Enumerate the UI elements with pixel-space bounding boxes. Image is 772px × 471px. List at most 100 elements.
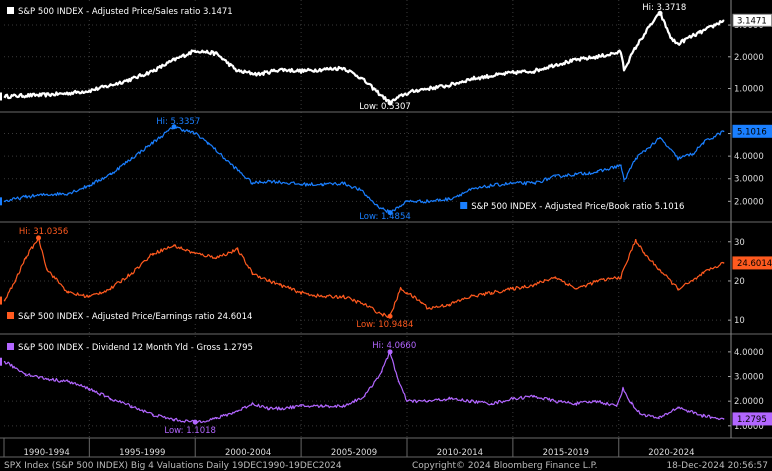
pe-y-tick-label: 10 — [734, 316, 745, 326]
ps-data-point — [649, 24, 652, 26]
pe-data-point — [658, 268, 660, 271]
pb-data-point — [251, 182, 254, 184]
pb-legend-box — [456, 198, 723, 213]
dy-data-point — [268, 407, 271, 410]
pe-hi-marker — [36, 235, 42, 241]
ps-data-point — [711, 25, 713, 28]
footer: SPX Index (S&P 500 INDEX) Big 4 Valuatio… — [0, 458, 772, 471]
pb-data-point — [130, 157, 133, 160]
pe-data-point — [46, 268, 48, 271]
dy-legend-box — [3, 339, 290, 354]
dy-data-point — [630, 402, 633, 405]
footer-background — [0, 458, 772, 471]
dy-data-point — [533, 395, 535, 398]
pb-data-point — [321, 183, 324, 186]
ps-data-point — [25, 94, 27, 97]
pb-data-point — [406, 200, 408, 203]
dy-legend-swatch — [7, 343, 14, 350]
pb-low-marker — [387, 210, 393, 216]
footer-left: SPX Index (S&P 500 INDEX) Big 4 Valuatio… — [4, 461, 342, 471]
ps-low-label: Low: 0.5307 — [359, 102, 411, 112]
pe-data-point — [67, 291, 69, 294]
pe-low-label: Low: 10.9484 — [356, 320, 413, 330]
pb-data-point — [659, 137, 661, 139]
x-tick-label: 2005-2009 — [331, 448, 377, 458]
pe-legend-swatch — [7, 312, 14, 319]
pb-data-point — [109, 173, 112, 175]
footer-right: 18-Dec-2024 20:56:57 — [666, 461, 768, 471]
pb-data-point — [46, 193, 48, 196]
dy-data-point — [46, 378, 48, 380]
dy-data-point — [236, 410, 239, 412]
ps-series-line — [3, 13, 725, 106]
dy-data-point — [215, 417, 218, 420]
ps-data-point — [634, 46, 637, 49]
dy-data-point — [554, 400, 556, 403]
pe-data-point — [194, 252, 196, 255]
pb-data-point — [722, 130, 725, 133]
pe-data-point — [554, 276, 556, 278]
pe-data-point — [575, 288, 578, 290]
dy-data-point — [490, 402, 493, 405]
dy-y-tick-label: 1.0000 — [734, 422, 764, 432]
ps-data-point — [109, 84, 112, 87]
ps-data-point — [88, 90, 91, 92]
ps-data-point — [130, 78, 133, 80]
dy-data-point — [88, 388, 91, 390]
pe-data-point — [3, 299, 6, 302]
pb-data-point — [268, 180, 271, 182]
ps-data-point — [722, 19, 725, 22]
ps-data-point — [321, 68, 324, 71]
pe-data-point — [448, 303, 451, 306]
pe-series-line — [4, 235, 724, 318]
ps-data-point — [359, 76, 362, 79]
dy-data-point — [575, 402, 578, 405]
ps-data-point — [342, 67, 345, 69]
pe-low-marker — [387, 313, 393, 319]
dy-data-point — [152, 413, 154, 416]
dy-data-point — [406, 400, 408, 403]
pe-data-point — [14, 280, 16, 282]
pe-data-point — [512, 288, 514, 290]
ps-data-point — [677, 43, 679, 45]
pb-y-tick-label: 3.0000 — [734, 175, 764, 185]
dy-data-point — [622, 388, 624, 390]
ps-data-point — [300, 70, 302, 72]
pe-data-point — [722, 262, 725, 264]
pe-data-point — [677, 288, 679, 290]
pb-data-point — [88, 184, 91, 187]
dy-data-point — [658, 417, 660, 420]
pe-data-point — [321, 295, 324, 298]
pb-data-point — [490, 184, 493, 187]
x-tick-label: 2000-2004 — [225, 448, 271, 458]
pe-data-point — [88, 295, 91, 298]
pe-data-point — [173, 244, 175, 247]
dy-data-point — [321, 405, 324, 407]
dy-data-point — [512, 397, 514, 400]
pb-data-point — [152, 141, 154, 144]
pe-data-point — [363, 303, 366, 306]
ps-legend-box — [3, 3, 275, 18]
ps-data-point — [374, 89, 377, 91]
pe-data-point — [300, 291, 302, 294]
pb-data-point — [575, 173, 578, 175]
ps-data-point — [490, 75, 493, 77]
ps-data-point — [402, 94, 404, 96]
pb-low-label: Low: 1.4854 — [359, 212, 411, 222]
pb-data-point — [692, 153, 694, 155]
dy-low-marker — [192, 419, 198, 425]
pb-legend-label: S&P 500 INDEX - Adjusted Price/Book rati… — [471, 202, 684, 212]
pb-legend-swatch — [460, 202, 468, 209]
ps-data-point — [416, 89, 419, 91]
ps-data-point — [554, 63, 556, 66]
pb-data-point — [226, 159, 228, 162]
dy-series-line — [4, 352, 724, 424]
pe-data-point — [406, 291, 408, 294]
footer-center: Copyright© 2024 Bloomberg Finance L.P. — [412, 461, 597, 471]
dy-data-point — [363, 395, 366, 398]
dy-data-point — [109, 397, 112, 400]
pb-data-point — [702, 141, 705, 144]
pb-data-point — [596, 171, 599, 173]
dy-data-point — [448, 397, 451, 400]
pe-data-point — [251, 272, 254, 274]
